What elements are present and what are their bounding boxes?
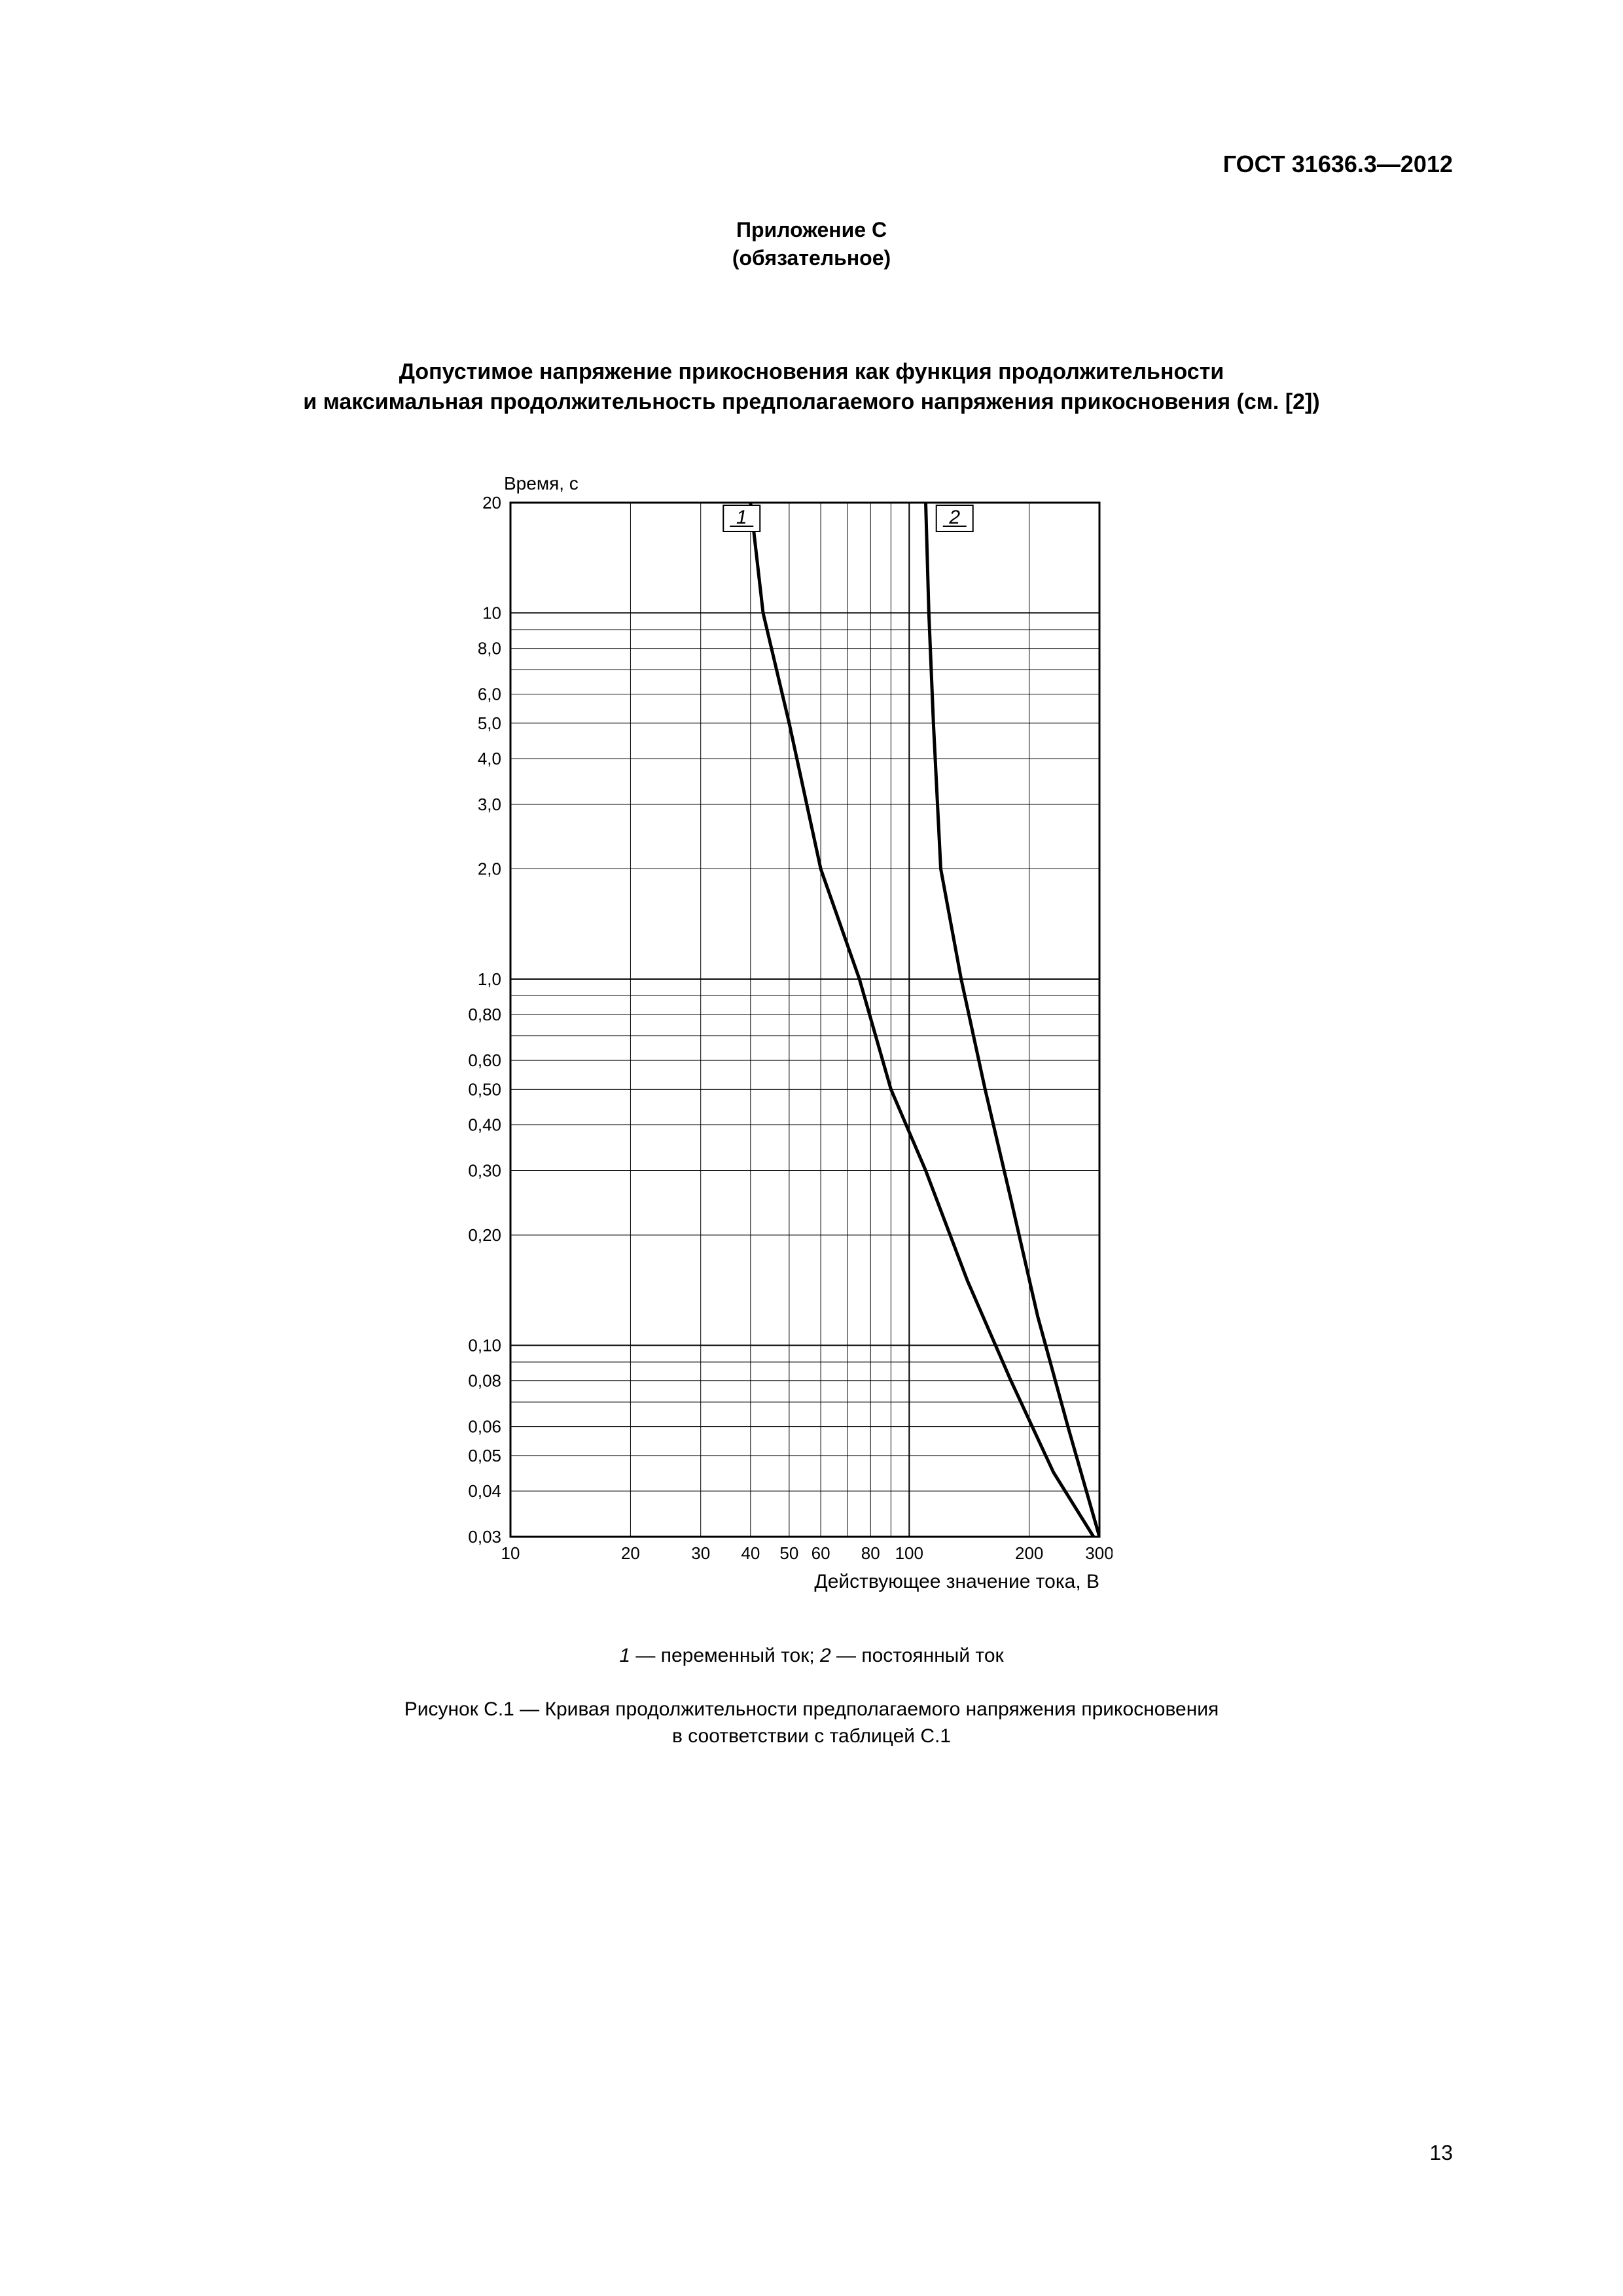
y-tick-label: 4,0 <box>478 749 501 768</box>
y-axis-title: Время, с <box>504 473 579 493</box>
section-title-line-1: Допустимое напряжение прикосновения как … <box>157 357 1466 387</box>
y-tick-label: 0,03 <box>468 1527 501 1547</box>
legend-fragment: 2 <box>820 1645 831 1666</box>
y-tick-label: 3,0 <box>478 795 501 814</box>
y-tick-label: 6,0 <box>478 685 501 704</box>
legend-fragment: — постоянный ток <box>831 1645 1004 1666</box>
section-title-line-2: и максимальная продолжительность предпол… <box>157 387 1466 418</box>
document-id: ГОСТ 31636.3—2012 <box>1223 151 1453 178</box>
appendix-line-2: (обязательное) <box>157 244 1466 272</box>
x-tick-label: 50 <box>779 1543 798 1563</box>
chart-legend: 1 — переменный ток; 2 — постоянный ток <box>157 1645 1466 1667</box>
series-label: 2 <box>948 507 960 528</box>
y-tick-label: 0,20 <box>468 1225 501 1245</box>
x-tick-label: 20 <box>621 1543 640 1563</box>
figure-caption: Рисунок С.1 — Кривая продолжительности п… <box>157 1696 1466 1749</box>
x-tick-label: 200 <box>1015 1543 1043 1563</box>
x-tick-label: 40 <box>741 1543 760 1563</box>
y-tick-label: 1,0 <box>478 969 501 989</box>
legend-fragment: — переменный ток; <box>630 1645 820 1666</box>
x-tick-label: 80 <box>861 1543 880 1563</box>
y-tick-label: 8,0 <box>478 639 501 658</box>
y-tick-label: 0,50 <box>468 1080 501 1100</box>
series-label: 1 <box>736 507 747 528</box>
page-number: 13 <box>1429 2141 1453 2165</box>
y-tick-label: 0,06 <box>468 1417 501 1437</box>
y-tick-label: 20 <box>482 493 501 512</box>
x-tick-label: 300 <box>1085 1543 1113 1563</box>
y-tick-label: 2,0 <box>478 859 501 879</box>
y-tick-label: 0,05 <box>468 1446 501 1465</box>
y-tick-label: 5,0 <box>478 713 501 733</box>
x-tick-label: 30 <box>691 1543 710 1563</box>
page: ГОСТ 31636.3—2012 Приложение С (обязател… <box>0 0 1623 2296</box>
y-tick-label: 0,08 <box>468 1371 501 1391</box>
caption-line-2: в соответствии с таблицей С.1 <box>157 1723 1466 1750</box>
chart-container: 20 10 8,0 6,0 5,0 4,0 3,0 2,0 1,0 0,80 0,60 0,50 0,4… <box>419 457 1204 1612</box>
y-tick-label: 0,04 <box>468 1481 501 1501</box>
series-curve-1 <box>751 503 1094 1537</box>
legend-fragment: 1 <box>619 1645 630 1666</box>
x-axis-title: Действующее значение тока, В <box>814 1571 1099 1592</box>
appendix-line-1: Приложение С <box>157 216 1466 244</box>
y-tick-label: 0,60 <box>468 1050 501 1070</box>
y-tick-label: 0,40 <box>468 1115 501 1135</box>
x-tick-label: 10 <box>501 1543 520 1563</box>
y-tick-label: 0,80 <box>468 1005 501 1024</box>
appendix-heading: Приложение С (обязательное) <box>157 216 1466 272</box>
y-tick-label: 0,10 <box>468 1336 501 1355</box>
y-tick-label: 0,30 <box>468 1161 501 1181</box>
section-title: Допустимое напряжение прикосновения как … <box>157 357 1466 418</box>
x-tick-label: 100 <box>895 1543 923 1563</box>
x-tick-label: 60 <box>812 1543 830 1563</box>
touch-voltage-chart: 20 10 8,0 6,0 5,0 4,0 3,0 2,0 1,0 0,80 0,60 0,50 0,4… <box>419 457 1113 1609</box>
caption-line-1: Рисунок С.1 — Кривая продолжительности п… <box>157 1696 1466 1723</box>
y-tick-label: 10 <box>482 603 501 623</box>
